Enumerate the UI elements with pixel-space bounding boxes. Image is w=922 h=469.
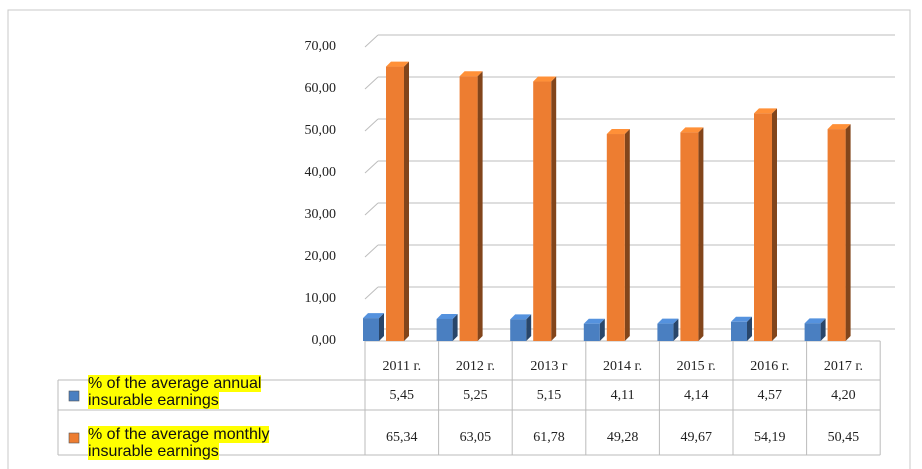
bar bbox=[459, 76, 478, 341]
y-tick-label: 40,00 bbox=[305, 165, 337, 180]
y-tick-label: 0,00 bbox=[312, 333, 337, 348]
bar-top bbox=[657, 318, 679, 324]
y-tick-label: 10,00 bbox=[305, 291, 337, 306]
bar bbox=[657, 323, 674, 341]
bar-side bbox=[820, 318, 826, 341]
y-tick-label: 60,00 bbox=[305, 81, 337, 96]
chart-frame bbox=[7, 9, 911, 469]
data-label: 49,28 bbox=[607, 430, 639, 445]
data-label: 5,15 bbox=[537, 388, 562, 403]
bar-side bbox=[845, 124, 851, 341]
bar-top bbox=[731, 316, 752, 322]
y-tick-label: 30,00 bbox=[305, 207, 337, 222]
legend-swatch bbox=[68, 390, 80, 402]
y-tick-label: 20,00 bbox=[305, 249, 337, 264]
data-label: 54,19 bbox=[754, 430, 786, 445]
bar-top bbox=[606, 129, 630, 135]
bar bbox=[804, 323, 821, 341]
x-tick-label: 2013 г bbox=[530, 359, 568, 374]
data-label: 49,67 bbox=[680, 430, 712, 445]
bar-top bbox=[386, 61, 409, 67]
data-label: 4,14 bbox=[684, 388, 709, 403]
x-tick-label: 2016 г. bbox=[750, 359, 789, 374]
bar bbox=[510, 319, 527, 341]
data-label: 4,57 bbox=[758, 388, 783, 403]
bar-side bbox=[772, 108, 777, 341]
bar-top bbox=[804, 318, 826, 324]
bar-top bbox=[363, 313, 384, 319]
bar bbox=[436, 318, 453, 341]
bar-top bbox=[754, 108, 777, 114]
bar bbox=[363, 318, 379, 341]
grid-line-depth bbox=[364, 286, 379, 300]
bar-side bbox=[599, 318, 605, 341]
bar bbox=[386, 66, 404, 342]
grid-line-depth bbox=[364, 76, 379, 90]
bar-top bbox=[680, 127, 704, 133]
data-label: 5,45 bbox=[390, 388, 415, 403]
grid-line-depth bbox=[364, 34, 379, 48]
grid-line-depth bbox=[364, 202, 379, 216]
bar-side bbox=[404, 61, 409, 342]
bar bbox=[680, 132, 699, 341]
bar-top bbox=[459, 71, 483, 77]
y-tick-label: 70,00 bbox=[305, 39, 337, 54]
bar bbox=[731, 321, 747, 341]
x-tick-label: 2011 г. bbox=[382, 359, 421, 374]
bar-side bbox=[379, 313, 384, 341]
bar-side bbox=[452, 313, 458, 341]
x-tick-label: 2015 г. bbox=[677, 359, 716, 374]
bar-top bbox=[533, 76, 557, 82]
legend-text: % of the average annual insurable earnin… bbox=[88, 375, 262, 409]
legend-text: % of the average monthly insurable earni… bbox=[88, 426, 270, 460]
bar-side bbox=[477, 71, 483, 341]
data-label: 65,34 bbox=[386, 430, 418, 445]
bar-side bbox=[698, 127, 704, 341]
bar-side bbox=[551, 76, 557, 342]
x-tick-label: 2014 г. bbox=[603, 359, 642, 374]
y-tick-label: 50,00 bbox=[305, 123, 337, 138]
legend-label: % of the average annual insurable earnin… bbox=[88, 375, 318, 409]
legend-label: % of the average monthly insurable earni… bbox=[88, 426, 318, 460]
bar-top bbox=[827, 124, 851, 130]
grid-line-depth bbox=[364, 160, 379, 174]
legend-swatch bbox=[68, 432, 80, 444]
x-tick-label: 2017 г. bbox=[824, 359, 863, 374]
data-label: 4,20 bbox=[831, 388, 856, 403]
bar-side bbox=[624, 129, 630, 341]
data-label: 50,45 bbox=[828, 430, 860, 445]
bar bbox=[533, 81, 552, 342]
data-label: 61,78 bbox=[533, 430, 565, 445]
bar-top bbox=[436, 313, 458, 319]
bar bbox=[827, 129, 846, 341]
bar-side bbox=[673, 318, 679, 341]
grid-line-depth bbox=[364, 118, 379, 132]
bar bbox=[754, 113, 772, 341]
data-label: 63,05 bbox=[460, 430, 492, 445]
bar-top bbox=[583, 318, 605, 324]
data-label: 4,11 bbox=[611, 388, 635, 403]
bar-top bbox=[510, 314, 532, 320]
x-tick-label: 2012 г. bbox=[456, 359, 495, 374]
grid-line-depth bbox=[364, 244, 379, 258]
data-label: 5,25 bbox=[463, 388, 488, 403]
bar bbox=[606, 134, 625, 341]
bar-side bbox=[526, 314, 532, 341]
bar-side bbox=[747, 316, 752, 341]
bar bbox=[583, 323, 600, 341]
